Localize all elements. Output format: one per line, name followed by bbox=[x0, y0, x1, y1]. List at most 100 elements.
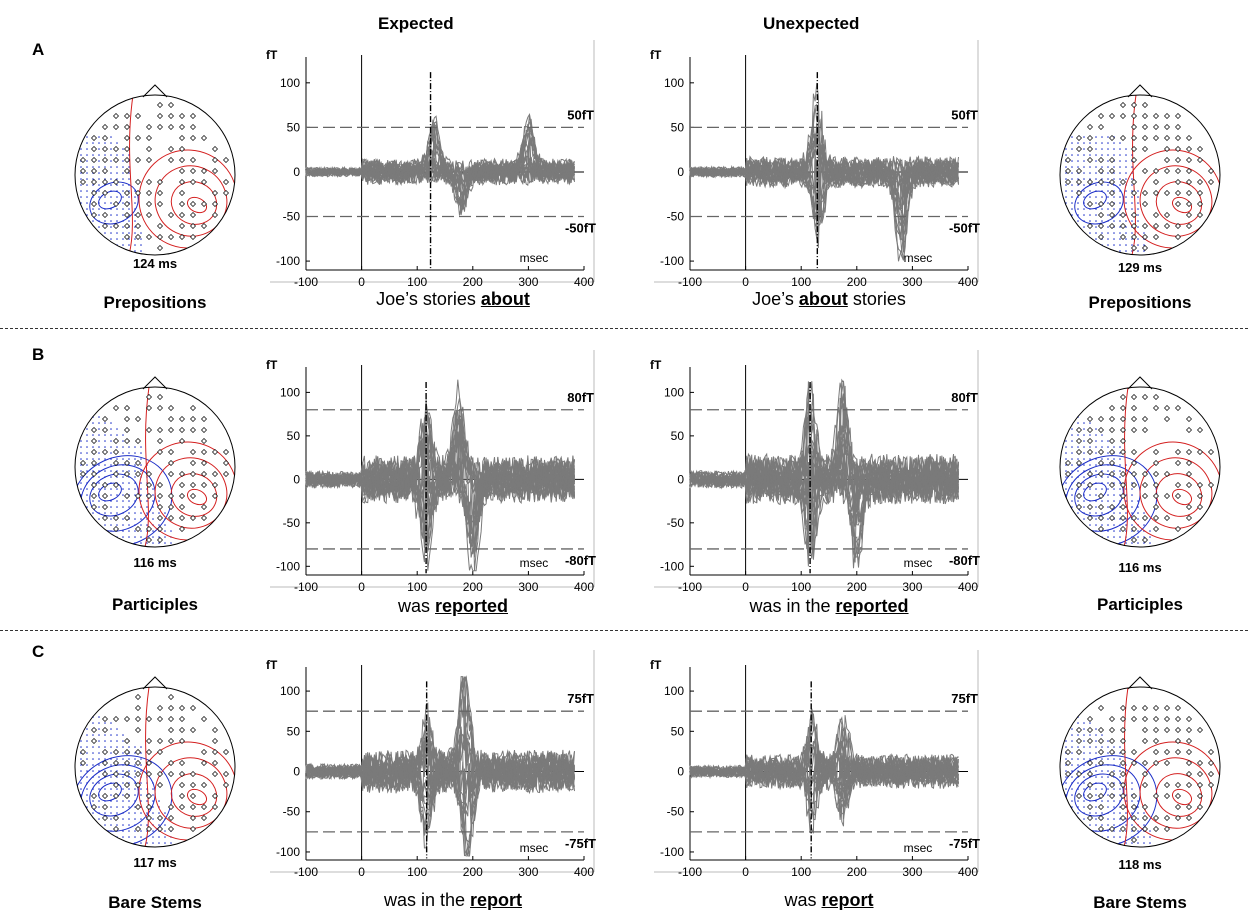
sensor-marker bbox=[1153, 826, 1159, 832]
dot bbox=[1083, 184, 1085, 186]
sensor-marker bbox=[223, 471, 229, 477]
sensor-marker bbox=[179, 212, 185, 218]
dot bbox=[86, 764, 88, 766]
dot bbox=[122, 226, 124, 228]
dot bbox=[104, 788, 106, 790]
sensor-marker bbox=[146, 804, 152, 810]
x-tick-label: 0 bbox=[742, 580, 749, 594]
sensor-marker bbox=[102, 760, 108, 766]
dot bbox=[1107, 800, 1109, 802]
sensor-marker bbox=[135, 223, 141, 229]
sensor-marker bbox=[102, 771, 108, 777]
dot bbox=[122, 476, 124, 478]
dot bbox=[1131, 238, 1133, 240]
sensor-marker bbox=[1186, 201, 1192, 207]
sensor-marker bbox=[91, 727, 97, 733]
y-tick-label: 100 bbox=[280, 385, 300, 399]
dot bbox=[146, 542, 148, 544]
x-tick-label: 100 bbox=[407, 580, 427, 594]
dot bbox=[1077, 512, 1079, 514]
sensor-marker bbox=[190, 416, 196, 422]
dot bbox=[110, 172, 112, 174]
sensor-marker bbox=[179, 771, 185, 777]
dot bbox=[110, 764, 112, 766]
dot bbox=[164, 824, 166, 826]
sensor-marker bbox=[1087, 515, 1093, 521]
contour-line bbox=[1074, 181, 1124, 225]
dot bbox=[140, 758, 142, 760]
sensor-marker bbox=[179, 113, 185, 119]
dot bbox=[1101, 142, 1103, 144]
dot bbox=[86, 428, 88, 430]
sensor-marker bbox=[124, 438, 130, 444]
sensor-marker bbox=[1197, 782, 1203, 788]
dot bbox=[1095, 476, 1097, 478]
dot bbox=[80, 440, 82, 442]
sensor-marker bbox=[190, 515, 196, 521]
sensor-marker bbox=[1186, 190, 1192, 196]
sensor-marker bbox=[1076, 793, 1082, 799]
dot bbox=[122, 734, 124, 736]
sensor-marker bbox=[1208, 168, 1214, 174]
sensor-marker bbox=[124, 793, 130, 799]
sensor-marker bbox=[190, 157, 196, 163]
dot bbox=[92, 512, 94, 514]
dot bbox=[1119, 202, 1121, 204]
sensor-marker bbox=[190, 782, 196, 788]
head-outline bbox=[1059, 94, 1221, 256]
sensor-marker bbox=[1087, 179, 1093, 185]
sensor-marker bbox=[179, 782, 185, 788]
x-unit-label: msec bbox=[904, 251, 933, 265]
dot bbox=[86, 154, 88, 156]
sensor-marker bbox=[91, 471, 97, 477]
sensor-marker bbox=[1153, 716, 1159, 722]
dot bbox=[1101, 184, 1103, 186]
meg-trace bbox=[689, 454, 959, 524]
meg-trace bbox=[305, 454, 575, 553]
dot bbox=[1119, 148, 1121, 150]
y-tick-label: 0 bbox=[293, 472, 300, 486]
dot bbox=[1143, 842, 1145, 844]
dot bbox=[134, 536, 136, 538]
contour-line bbox=[1123, 687, 1129, 847]
sensor-marker bbox=[1087, 504, 1093, 510]
dot bbox=[1107, 238, 1109, 240]
sensor-marker bbox=[1131, 223, 1137, 229]
dot bbox=[86, 160, 88, 162]
sensor-marker bbox=[1153, 705, 1159, 711]
dot bbox=[128, 244, 130, 246]
sensor-marker bbox=[1197, 146, 1203, 152]
y-unit-label: fT bbox=[650, 48, 662, 62]
contour-line bbox=[154, 457, 228, 529]
field-map bbox=[75, 387, 235, 547]
dot bbox=[1101, 524, 1103, 526]
dot bbox=[1101, 776, 1103, 778]
sensor-marker bbox=[1109, 212, 1115, 218]
sensor-marker bbox=[1065, 168, 1071, 174]
sensor-marker bbox=[113, 815, 119, 821]
sensor-marker bbox=[113, 124, 119, 130]
sensor-marker bbox=[1142, 716, 1148, 722]
nose-icon bbox=[1127, 84, 1153, 98]
dot bbox=[1089, 232, 1091, 234]
sensor-marker bbox=[190, 771, 196, 777]
sensor-marker bbox=[1098, 124, 1104, 130]
dot bbox=[110, 506, 112, 508]
dot bbox=[1107, 476, 1109, 478]
dot bbox=[1125, 800, 1127, 802]
dot bbox=[122, 494, 124, 496]
sensor-marker bbox=[1098, 460, 1104, 466]
dot bbox=[1065, 470, 1067, 472]
sensor-marker bbox=[1109, 113, 1115, 119]
dot bbox=[1125, 208, 1127, 210]
dot bbox=[1083, 208, 1085, 210]
sensor-marker bbox=[1186, 223, 1192, 229]
dot bbox=[1071, 440, 1073, 442]
dot bbox=[134, 244, 136, 246]
dot bbox=[104, 770, 106, 772]
dot bbox=[1065, 446, 1067, 448]
category-label: Participles bbox=[1097, 595, 1183, 614]
dot bbox=[1101, 746, 1103, 748]
sensor-marker bbox=[1153, 113, 1159, 119]
dot bbox=[1137, 220, 1139, 222]
